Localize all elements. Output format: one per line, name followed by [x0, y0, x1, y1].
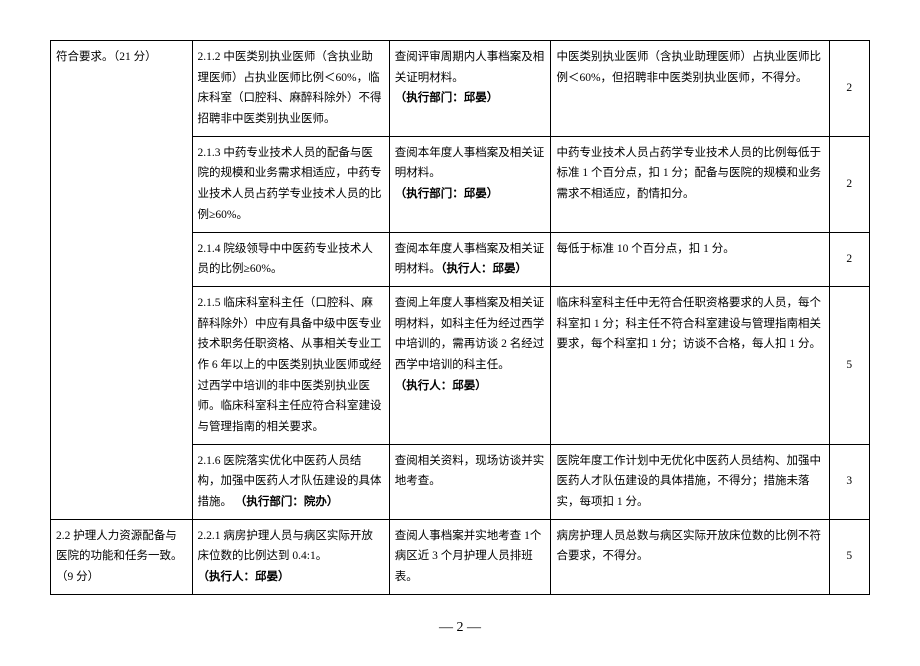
executor-label: （执行部门：邱晏）	[395, 92, 499, 104]
executor-label: （执行人：邱晏）	[198, 571, 290, 583]
executor-label: （执行人：邱晏）	[395, 380, 487, 392]
method-text: 查阅上年度人事档案及相关证明材料，如科主任为经过西学中培训的，需再访谈 2 名经…	[395, 297, 545, 371]
executor-label: （执行部门：邱晏）	[395, 188, 499, 200]
method-text: 查阅本年度人事档案及相关证明材料。	[395, 147, 545, 180]
cell-score: 2	[829, 232, 869, 286]
cell-standard: 临床科室科主任中无符合任职资格要求的人员，每个科室扣 1 分；科主任不符合科室建…	[551, 286, 829, 444]
cell-score: 2	[829, 41, 869, 137]
cell-standard: 病房护理人员总数与病区实际开放床位数的比例不符合要求，不得分。	[551, 519, 829, 594]
cell-method: 查阅上年度人事档案及相关证明材料，如科主任为经过西学中培训的，需再访谈 2 名经…	[389, 286, 551, 444]
cell-category-2: 2.2 护理人力资源配备与医院的功能和任务一致。（9 分）	[51, 519, 193, 594]
evaluation-table: 符合要求。（21 分） 2.1.2 中医类别执业医师（含执业助理医师）占执业医师…	[50, 40, 870, 595]
cell-criteria: 2.1.6 医院落实优化中医药人员结构，加强中医药人才队伍建设的具体措施。 （执…	[192, 444, 389, 519]
criteria-text: 2.2.1 病房护理人员与病区实际开放床位数的比例达到 0.4:1。	[198, 530, 373, 563]
cell-method: 查阅相关资料，现场访谈并实地考查。	[389, 444, 551, 519]
cell-criteria: 2.2.1 病房护理人员与病区实际开放床位数的比例达到 0.4:1。 （执行人：…	[192, 519, 389, 594]
cell-criteria: 2.1.3 中药专业技术人员的配备与医院的规模和业务需求相适应，中药专业技术人员…	[192, 136, 389, 232]
cell-score: 2	[829, 136, 869, 232]
cell-score: 5	[829, 519, 869, 594]
cell-standard: 中药专业技术人员占药学专业技术人员的比例每低于标准 1 个百分点，扣 1 分；配…	[551, 136, 829, 232]
cell-standard: 医院年度工作计划中无优化中医药人员结构、加强中医药人才队伍建设的具体措施，不得分…	[551, 444, 829, 519]
table-row: 2.2 护理人力资源配备与医院的功能和任务一致。（9 分） 2.2.1 病房护理…	[51, 519, 870, 594]
cell-category-1: 符合要求。（21 分）	[51, 41, 193, 520]
table-row: 符合要求。（21 分） 2.1.2 中医类别执业医师（含执业助理医师）占执业医师…	[51, 41, 870, 137]
cell-criteria: 2.1.4 院级领导中中医药专业技术人员的比例≥60%。	[192, 232, 389, 286]
cell-method: 查阅人事档案并实地考查 1个病区近 3 个月护理人员排班表。	[389, 519, 551, 594]
cell-method: 查阅评审周期内人事档案及相关证明材料。 （执行部门：邱晏）	[389, 41, 551, 137]
cell-criteria: 2.1.5 临床科室科主任（口腔科、麻醉科除外）中应有具备中级中医专业技术职务任…	[192, 286, 389, 444]
executor-label: （执行部门：院办）	[235, 496, 339, 508]
cell-score: 5	[829, 286, 869, 444]
cell-method: 查阅本年度人事档案及相关证明材料。 （执行部门：邱晏）	[389, 136, 551, 232]
method-text: 查阅评审周期内人事档案及相关证明材料。	[395, 51, 545, 84]
executor-label: （执行人：邱晏）	[441, 263, 527, 275]
cell-standard: 中医类别执业医师（含执业助理医师）占执业医师比例＜60%，但招聘非中医类别执业医…	[551, 41, 829, 137]
page-number: — 2 —	[50, 620, 870, 636]
cell-standard: 每低于标准 10 个百分点，扣 1 分。	[551, 232, 829, 286]
cell-criteria: 2.1.2 中医类别执业医师（含执业助理医师）占执业医师比例＜60%，临床科室（…	[192, 41, 389, 137]
cell-method: 查阅本年度人事档案及相关证明材料。（执行人：邱晏）	[389, 232, 551, 286]
cell-score: 3	[829, 444, 869, 519]
